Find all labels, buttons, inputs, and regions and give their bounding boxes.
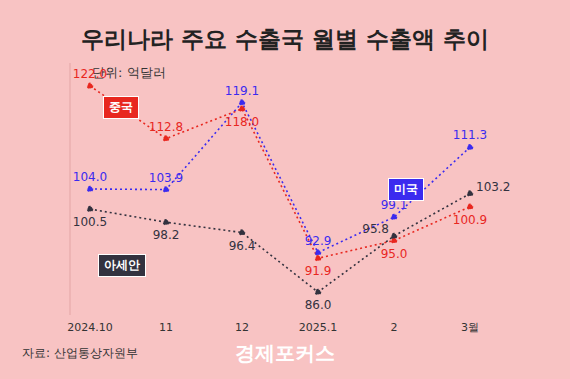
svg-text:2025.1: 2025.1 <box>299 321 338 334</box>
svg-text:103.2: 103.2 <box>476 180 510 194</box>
svg-text:92.9: 92.9 <box>305 234 332 248</box>
svg-text:95.0: 95.0 <box>381 247 408 261</box>
svg-text:119.1: 119.1 <box>225 84 259 98</box>
svg-text:100.9: 100.9 <box>453 213 487 227</box>
svg-text:3월: 3월 <box>461 321 479 334</box>
svg-text:12: 12 <box>235 321 249 334</box>
svg-text:104.0: 104.0 <box>73 170 107 184</box>
svg-text:103.9: 103.9 <box>149 171 183 185</box>
svg-text:100.5: 100.5 <box>73 215 107 229</box>
svg-text:111.3: 111.3 <box>453 128 487 142</box>
svg-text:91.9: 91.9 <box>305 264 332 278</box>
svg-text:11: 11 <box>159 321 173 334</box>
svg-text:2: 2 <box>391 321 398 334</box>
svg-text:2024.10: 2024.10 <box>67 321 113 334</box>
svg-text:95.8: 95.8 <box>362 222 389 236</box>
svg-text:118.0: 118.0 <box>225 115 259 129</box>
svg-text:98.2: 98.2 <box>153 228 180 242</box>
svg-text:86.0: 86.0 <box>305 298 332 312</box>
svg-text:122.0: 122.0 <box>73 67 107 81</box>
svg-text:96.4: 96.4 <box>229 239 256 253</box>
svg-text:112.8: 112.8 <box>149 120 183 134</box>
